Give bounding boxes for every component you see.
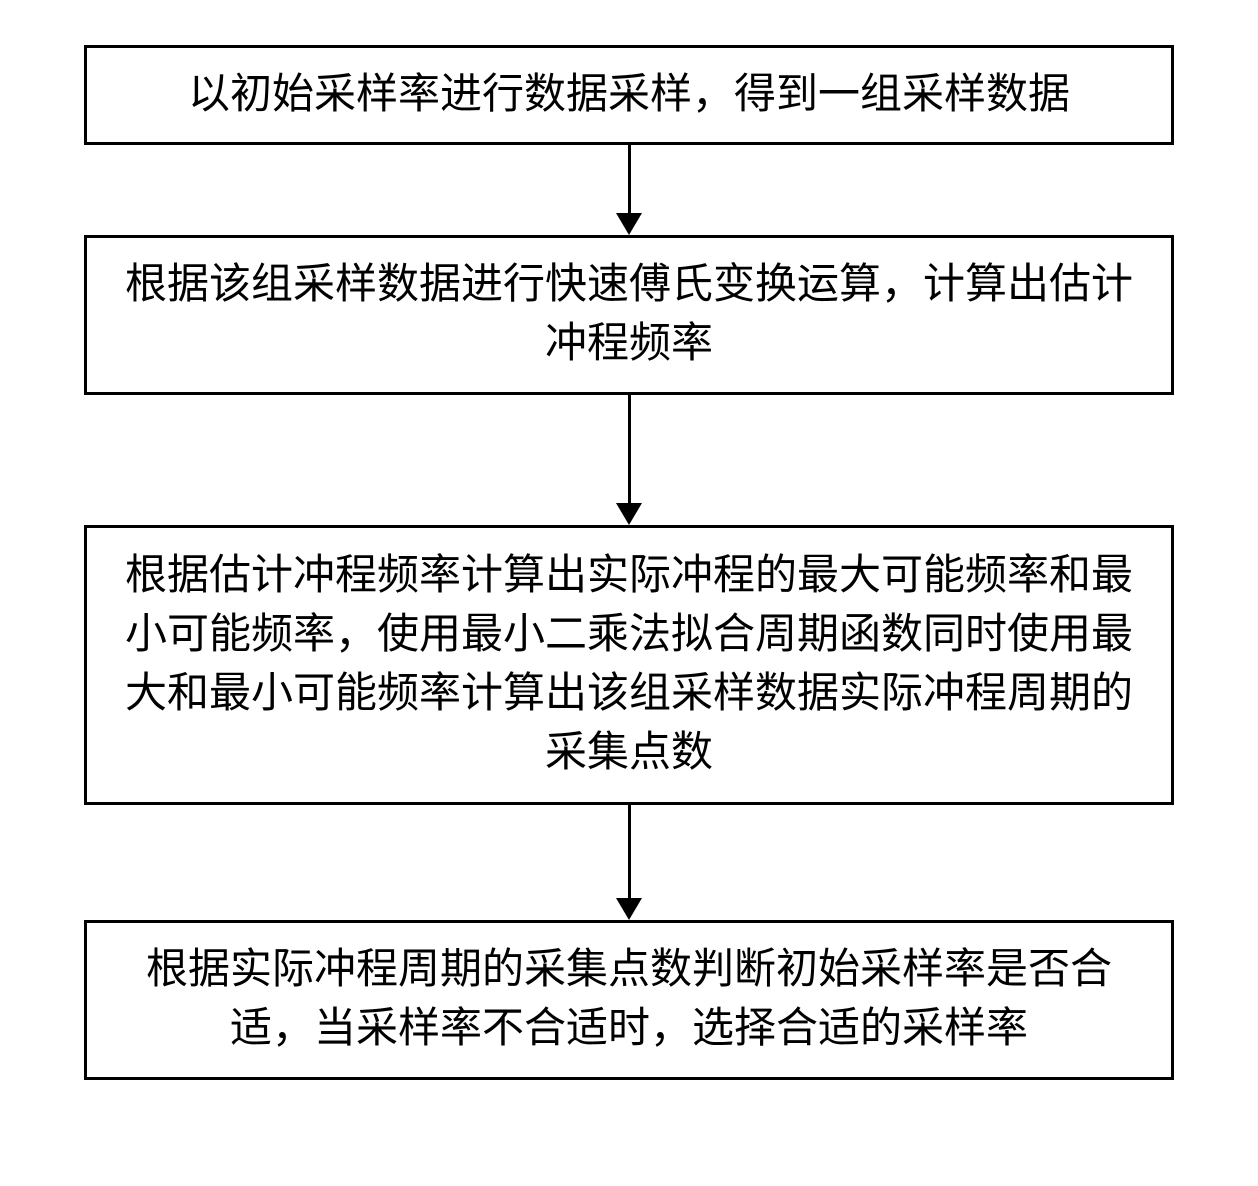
flow-arrow-2 [616, 395, 642, 525]
arrow-head-icon [616, 503, 642, 525]
flow-step-3: 根据估计冲程频率计算出实际冲程的最大可能频率和最小可能频率，使用最小二乘法拟合周… [84, 525, 1174, 805]
flow-step-4-text: 根据实际冲程周期的采集点数判断初始采样率是否合适，当采样率不合适时，选择合适的采… [117, 941, 1141, 1059]
flow-step-4: 根据实际冲程周期的采集点数判断初始采样率是否合适，当采样率不合适时，选择合适的采… [84, 920, 1174, 1080]
arrow-line [628, 805, 631, 898]
flowchart-container: 以初始采样率进行数据采样，得到一组采样数据 根据该组采样数据进行快速傅氏变换运算… [84, 45, 1174, 1080]
flow-arrow-3 [616, 805, 642, 920]
arrow-head-icon [616, 898, 642, 920]
flow-step-2-text: 根据该组采样数据进行快速傅氏变换运算，计算出估计冲程频率 [117, 256, 1141, 374]
arrow-line [628, 145, 631, 213]
flow-step-3-text: 根据估计冲程频率计算出实际冲程的最大可能频率和最小可能频率，使用最小二乘法拟合周… [117, 547, 1141, 782]
flow-step-2: 根据该组采样数据进行快速傅氏变换运算，计算出估计冲程频率 [84, 235, 1174, 395]
arrow-head-icon [616, 213, 642, 235]
flow-arrow-1 [616, 145, 642, 235]
flow-step-1: 以初始采样率进行数据采样，得到一组采样数据 [84, 45, 1174, 145]
arrow-line [628, 395, 631, 503]
flow-step-1-text: 以初始采样率进行数据采样，得到一组采样数据 [188, 66, 1070, 125]
